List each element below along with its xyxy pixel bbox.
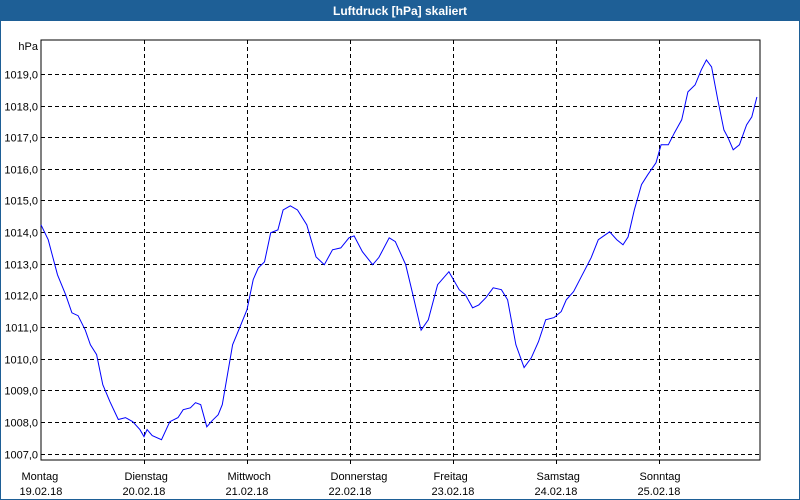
x-tick-date: 21.02.18 <box>226 486 269 498</box>
y-tick-label: 1011,0 <box>5 323 38 335</box>
x-tick-day: Donnerstag <box>331 471 388 483</box>
y-tick-label: 1010,0 <box>4 355 38 367</box>
x-tick-date: 20.02.18 <box>123 486 166 498</box>
plot-frame <box>40 39 761 461</box>
x-tick-day: Dienstag <box>125 471 168 483</box>
y-tick-label: 1012,0 <box>4 291 38 303</box>
y-tick-label: 1015,0 <box>4 196 38 208</box>
y-tick-label: 1007,0 <box>4 450 38 462</box>
series-line-luftdruck <box>40 58 758 441</box>
x-tick-day: Samstag <box>537 471 580 483</box>
y-tick-label: 1009,0 <box>4 386 38 398</box>
x-tick-day: Montag <box>22 471 59 483</box>
y-axis-unit: hPa <box>18 41 38 53</box>
x-tick-date: 24.02.18 <box>535 486 578 498</box>
x-tick-date: 25.02.18 <box>638 486 681 498</box>
window-title: Luftdruck [hPa] skaliert <box>1 1 799 21</box>
x-tick-date: 23.02.18 <box>432 486 475 498</box>
y-tick-label: 1013,0 <box>4 260 38 272</box>
x-tick-day: Freitag <box>434 471 468 483</box>
x-tick-date: 19.02.18 <box>20 486 63 498</box>
y-tick-label: 1018,0 <box>4 102 38 114</box>
y-tick-label: 1019,0 <box>4 70 38 82</box>
y-tick-label: 1016,0 <box>4 165 38 177</box>
x-tick-day: Mittwoch <box>228 471 271 483</box>
x-tick-day: Sonntag <box>640 471 681 483</box>
y-tick-label: 1008,0 <box>4 418 38 430</box>
y-tick-label: 1017,0 <box>4 133 38 145</box>
grid <box>41 40 760 465</box>
x-tick-date: 22.02.18 <box>329 486 372 498</box>
y-tick-label: 1014,0 <box>4 228 38 240</box>
axis-ticks: 1007,0 1008,0 1009,0 1010,0 1011,0 1012,0 1013… <box>4 70 680 499</box>
